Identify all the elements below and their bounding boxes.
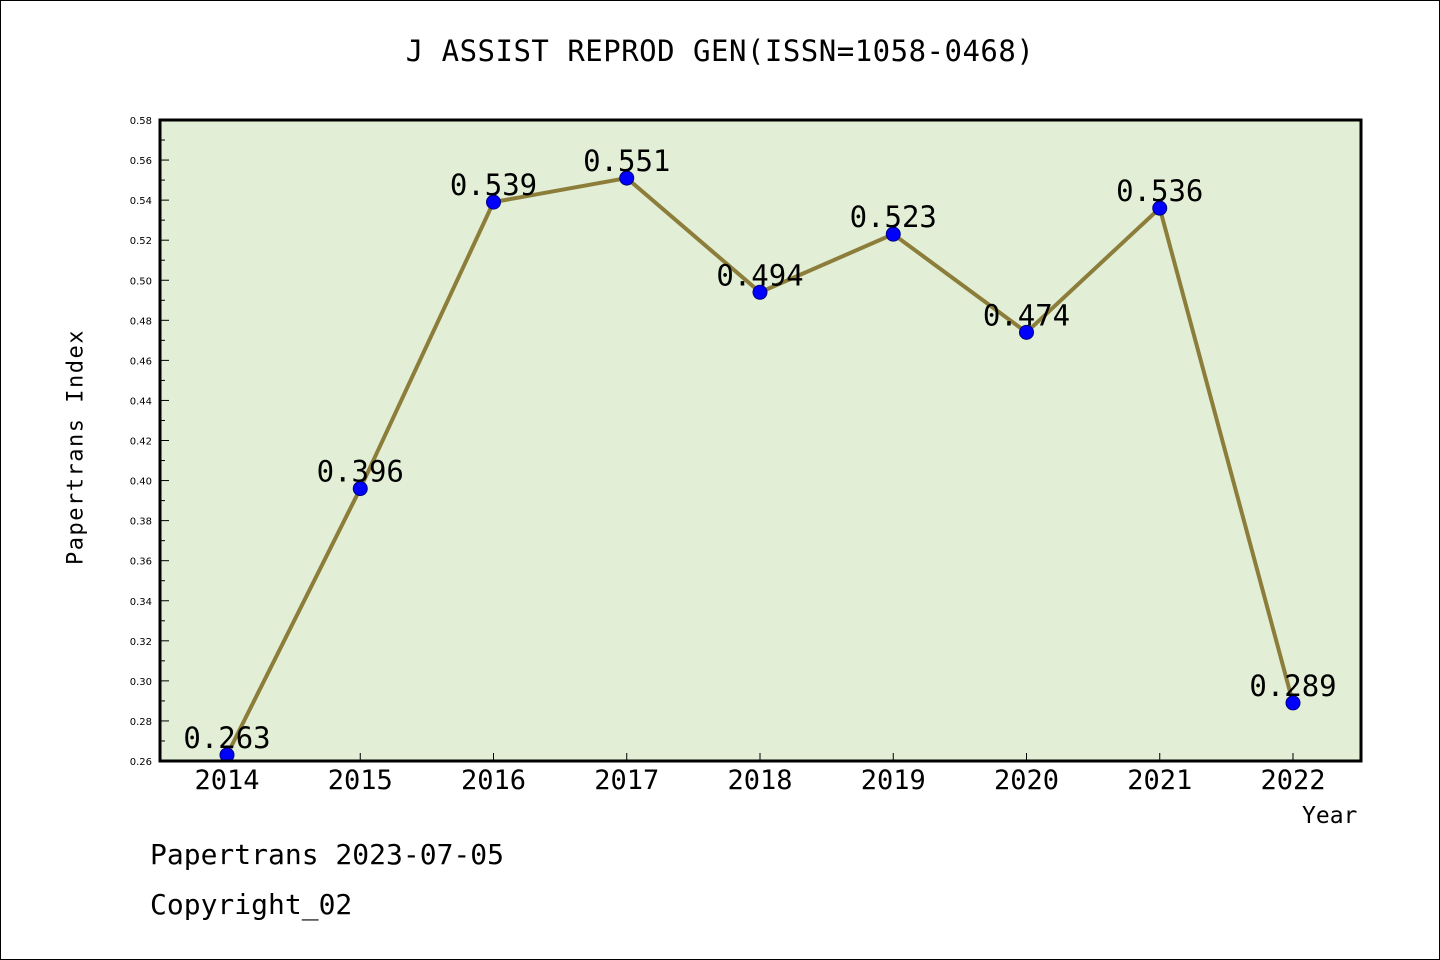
data-labels: 0.263 0.396 0.539 0.551 0.494 0.523 0.474 0.536…	[183, 144, 1336, 755]
y-tick-label: 0.30	[130, 677, 152, 688]
y-tick-label: 0.50	[130, 276, 152, 287]
x-tick-label: 2016	[461, 765, 526, 796]
data-label: 0.289	[1249, 669, 1336, 703]
chart-title: J ASSIST REPROD GEN(ISSN=1058-0468)	[405, 34, 1035, 68]
data-point	[352, 481, 368, 497]
y-tick-label: 0.36	[130, 557, 152, 568]
y-tick-label: 0.42	[130, 437, 152, 448]
x-axis-title: Year	[1302, 803, 1358, 829]
data-label: 0.474	[983, 298, 1070, 332]
footer-copyright: Copyright_02	[150, 888, 353, 921]
data-label: 0.263	[183, 721, 270, 755]
x-axis: 2014 2015 2016 2017 2018 2019 2020 2021 2022	[194, 753, 1326, 796]
plot-area	[160, 120, 1361, 761]
x-tick-label: 2015	[328, 765, 393, 796]
data-point	[486, 194, 501, 210]
data-points	[219, 170, 1301, 763]
y-tick-label: 0.40	[130, 477, 152, 488]
y-tick-label: 0.58	[130, 116, 152, 127]
data-point	[1152, 200, 1168, 216]
data-label: 0.494	[716, 258, 803, 292]
y-axis: 0.26 0.28 0.30 0.32 0.34 0.36 0.38 0.40 0.42 0.44…	[130, 116, 169, 768]
y-tick-label: 0.52	[130, 236, 152, 247]
data-point	[752, 284, 768, 300]
y-tick-label: 0.28	[130, 717, 152, 728]
y-tick-label: 0.44	[130, 396, 152, 407]
y-tick-label: 0.54	[130, 196, 152, 207]
data-point	[885, 226, 901, 242]
x-tick-label: 2022	[1260, 765, 1325, 796]
data-label: 0.536	[1116, 174, 1203, 208]
x-tick-label: 2018	[727, 765, 792, 796]
y-tick-label: 0.48	[130, 316, 152, 327]
y-tick-label: 0.46	[130, 356, 152, 367]
footer-source-date: Papertrans 2023-07-05	[150, 838, 505, 871]
y-tick-label: 0.32	[130, 637, 152, 648]
data-label: 0.551	[583, 144, 670, 178]
x-tick-label: 2017	[594, 765, 659, 796]
data-label: 0.396	[317, 455, 404, 489]
x-tick-label: 2019	[861, 765, 926, 796]
data-label: 0.523	[850, 200, 937, 234]
data-label: 0.539	[450, 168, 537, 202]
y-tick-label: 0.38	[130, 517, 152, 528]
y-tick-label: 0.34	[130, 597, 152, 608]
x-tick-label: 2021	[1127, 765, 1192, 796]
data-point	[1285, 695, 1301, 711]
x-tick-label: 2020	[994, 765, 1059, 796]
plot-border	[158, 118, 1363, 763]
data-point	[619, 170, 635, 186]
x-tick-label: 2014	[194, 765, 259, 796]
y-tick-label: 0.26	[130, 757, 152, 768]
y-tick-label: 0.56	[130, 156, 152, 167]
data-point	[1019, 324, 1034, 340]
